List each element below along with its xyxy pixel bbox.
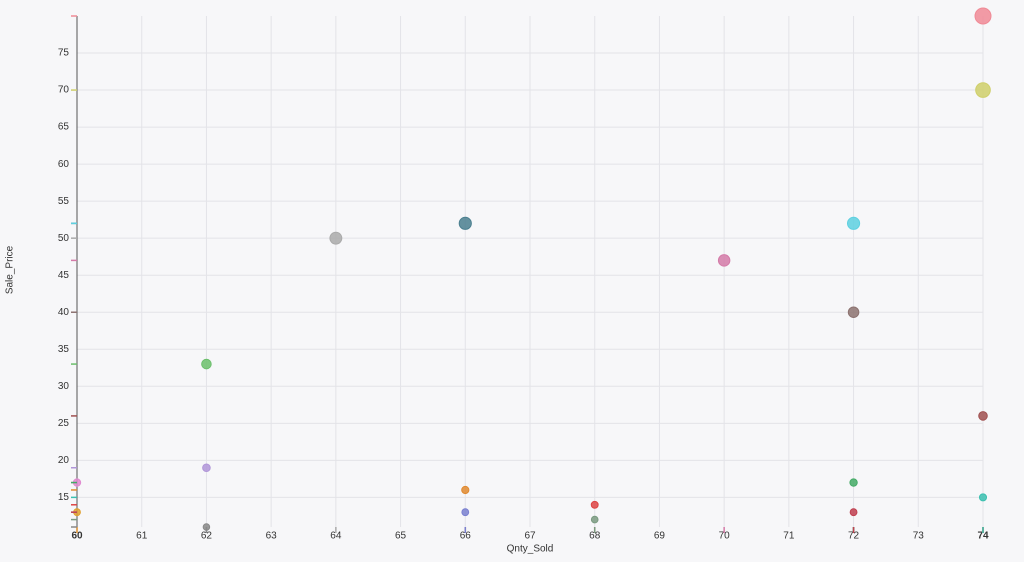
y-tick-label: 30: [58, 381, 70, 392]
x-tick-label: 72: [848, 531, 860, 542]
y-axis-label: Sale_Price: [5, 245, 16, 294]
point: [978, 493, 988, 502]
y-tick-label: 25: [58, 418, 70, 429]
point: [975, 82, 991, 98]
x-tick-label: 68: [589, 531, 601, 542]
y-tick-label: 55: [58, 196, 70, 207]
y-tick-label: 75: [58, 48, 70, 59]
x-tick-label: 61: [136, 531, 148, 542]
x-tick-label: 66: [460, 531, 472, 542]
point: [461, 485, 470, 495]
point: [458, 216, 472, 230]
point: [329, 231, 343, 245]
y-tick-label: 50: [58, 233, 70, 244]
x-tick-label: 60: [71, 531, 83, 542]
x-axis-label: Qnty_Sold: [507, 544, 554, 555]
point: [590, 500, 599, 509]
point: [974, 7, 992, 25]
x-tick-label: 70: [719, 531, 731, 542]
x-tick-label: 64: [330, 531, 342, 542]
point: [201, 358, 212, 370]
y-tick-label: 15: [58, 492, 70, 503]
point: [846, 216, 861, 230]
x-tick-label: 67: [524, 531, 536, 542]
y-tick-label: 65: [58, 122, 70, 133]
point: [717, 254, 731, 267]
x-tick-label: 73: [913, 531, 925, 542]
point: [849, 508, 858, 517]
y-tick-label: 45: [58, 270, 70, 281]
point: [847, 306, 860, 318]
x-tick-label: 65: [395, 531, 407, 542]
point: [590, 515, 599, 524]
y-tick-label: 35: [58, 344, 70, 355]
point: [978, 411, 988, 421]
y-tick-label: 40: [58, 307, 70, 318]
point: [461, 508, 470, 517]
x-tick-label: 71: [783, 531, 795, 542]
point: [202, 523, 211, 531]
x-tick-label: 63: [266, 531, 278, 542]
x-tick-label: 62: [201, 531, 213, 542]
x-tick-label: 74: [977, 531, 989, 542]
y-tick-label: 20: [58, 455, 70, 466]
x-tick-label: 69: [654, 531, 666, 542]
point: [849, 478, 858, 487]
y-tick-label: 60: [58, 159, 70, 170]
point: [202, 463, 211, 473]
y-tick-label: 70: [58, 85, 70, 96]
